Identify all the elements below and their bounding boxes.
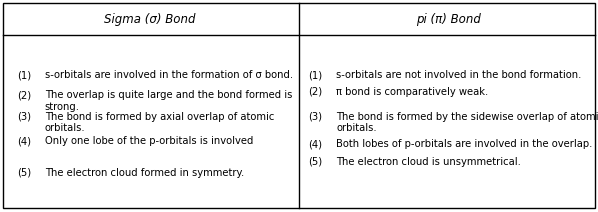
Text: s-orbitals are not involved in the bond formation.: s-orbitals are not involved in the bond … [336, 70, 581, 80]
Text: s-orbitals are involved in the formation of σ bond.: s-orbitals are involved in the formation… [45, 70, 293, 80]
Text: (2): (2) [308, 87, 322, 97]
Text: Both lobes of p-orbitals are involved in the overlap.: Both lobes of p-orbitals are involved in… [336, 139, 593, 149]
Text: Only one lobe of the p-orbitals is involved: Only one lobe of the p-orbitals is invol… [45, 136, 253, 146]
Text: pi (π) Bond: pi (π) Bond [416, 13, 481, 25]
Text: (4): (4) [308, 139, 322, 149]
Text: (2): (2) [17, 90, 31, 100]
Text: (5): (5) [308, 157, 322, 167]
Text: (5): (5) [17, 168, 31, 178]
Text: The bond is formed by the sidewise overlap of atomic
orbitals.: The bond is formed by the sidewise overl… [336, 112, 598, 133]
Text: The overlap is quite large and the bond formed is
strong.: The overlap is quite large and the bond … [45, 90, 292, 112]
Text: (3): (3) [308, 112, 322, 122]
Text: The electron cloud formed in symmetry.: The electron cloud formed in symmetry. [45, 168, 244, 178]
Text: The bond is formed by axial overlap of atomic
orbitals.: The bond is formed by axial overlap of a… [45, 112, 274, 133]
Text: (4): (4) [17, 136, 30, 146]
Text: π bond is comparatively weak.: π bond is comparatively weak. [336, 87, 489, 97]
Text: The electron cloud is unsymmetrical.: The electron cloud is unsymmetrical. [336, 157, 521, 167]
Text: Sigma (σ) Bond: Sigma (σ) Bond [103, 13, 196, 25]
Text: (1): (1) [17, 70, 31, 80]
Text: (1): (1) [308, 70, 322, 80]
Text: (3): (3) [17, 112, 30, 122]
